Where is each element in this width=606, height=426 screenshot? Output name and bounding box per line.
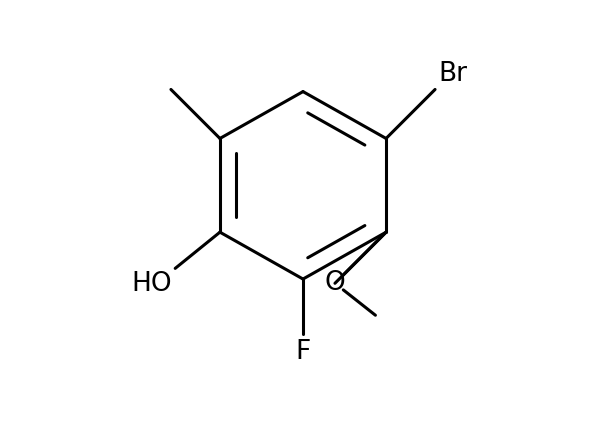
Text: HO: HO	[131, 271, 171, 296]
Text: Br: Br	[439, 61, 467, 87]
Text: F: F	[295, 339, 311, 365]
Text: O: O	[325, 270, 345, 296]
